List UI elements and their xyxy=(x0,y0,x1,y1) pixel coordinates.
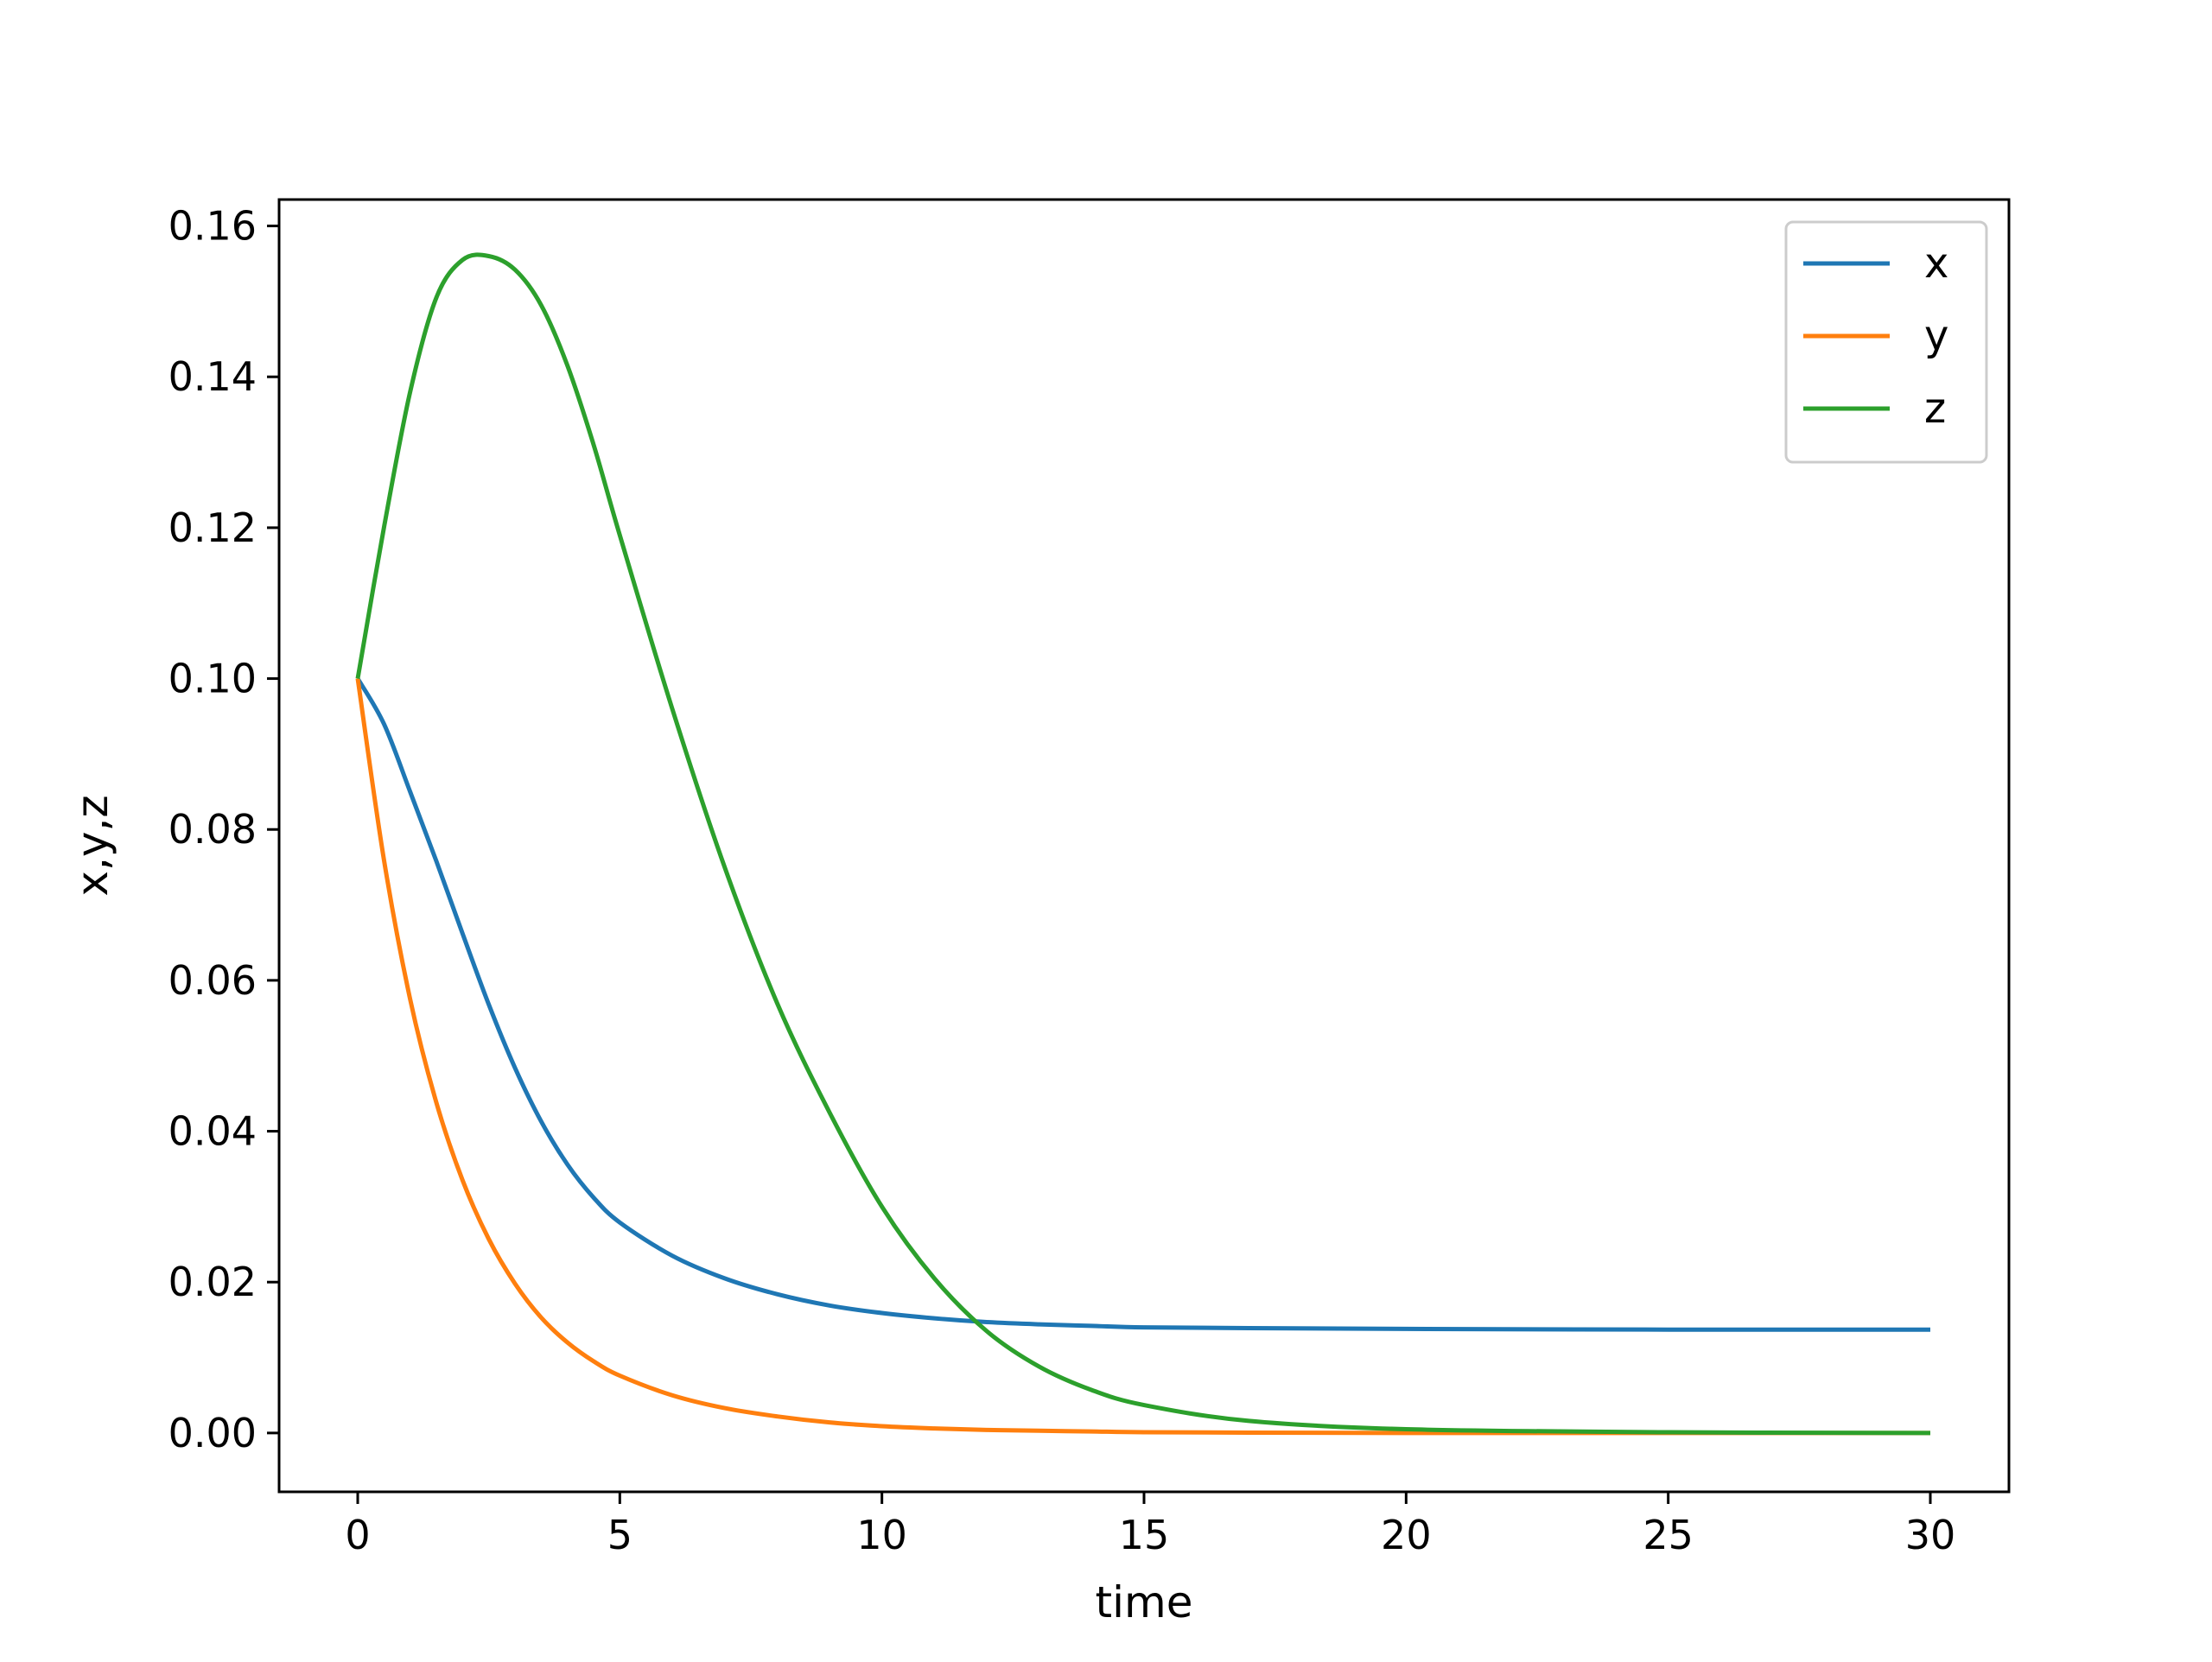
x-tick-label: 30 xyxy=(1905,1512,1956,1558)
legend-label-y: y xyxy=(1924,312,1948,360)
y-tick-label: 0.00 xyxy=(168,1410,257,1456)
x-tick-label: 5 xyxy=(607,1512,632,1558)
legend-label-z: z xyxy=(1924,384,1946,433)
series-line-y xyxy=(355,678,1930,1436)
legend: xyz xyxy=(1784,220,1988,464)
x-tick-label: 15 xyxy=(1119,1512,1170,1558)
plot-area xyxy=(355,252,1931,1436)
x-tick-label: 0 xyxy=(345,1512,370,1558)
series-line-z xyxy=(355,252,1931,1436)
y-tick-label: 0.06 xyxy=(168,957,257,1004)
legend-label-x: x xyxy=(1924,239,1948,288)
y-tick-label: 0.02 xyxy=(168,1259,257,1305)
y-axis-label: x,y,z xyxy=(67,795,118,896)
y-tick-label: 0.10 xyxy=(168,656,257,702)
legend-box xyxy=(1784,220,1988,464)
x-tick-label: 20 xyxy=(1381,1512,1432,1558)
x-axis-label: time xyxy=(1096,1577,1193,1627)
y-tick-label: 0.14 xyxy=(168,353,257,400)
series-line-x xyxy=(355,677,1931,1332)
y-tick-label: 0.12 xyxy=(168,504,257,551)
y-tick-label: 0.04 xyxy=(168,1108,257,1155)
x-tick-label: 25 xyxy=(1643,1512,1694,1558)
x-axis: 0 5 10 15 20 25 30 xyxy=(345,1492,1955,1558)
x-tick-label: 10 xyxy=(856,1512,907,1558)
y-tick-label: 0.16 xyxy=(168,203,257,250)
y-axis: 0.00 0.02 0.04 0.06 0.08 0.10 0.12 0.14 0.16 xyxy=(168,203,279,1456)
y-tick-label: 0.08 xyxy=(168,806,257,853)
